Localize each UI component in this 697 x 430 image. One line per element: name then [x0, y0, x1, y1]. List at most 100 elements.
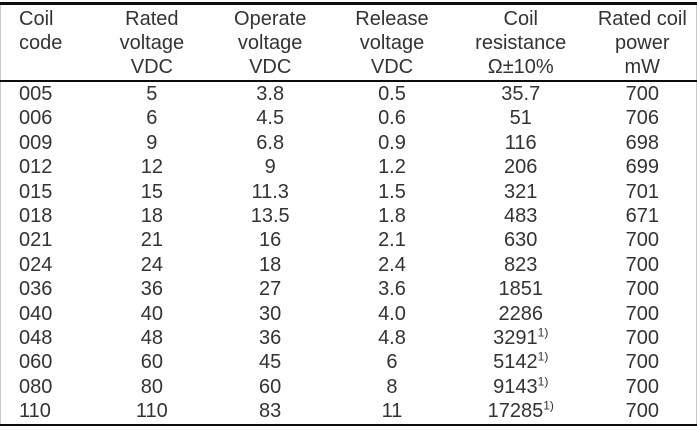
cell-coil-resistance: 823 — [504, 253, 538, 276]
footnote-marker: 1) — [537, 374, 549, 389]
cell-rated-coil-power: 700 — [625, 278, 659, 301]
table-row: 040 40 30 4.0 2286 700 — [1, 302, 697, 326]
cell-rated-coil-power: 700 — [625, 351, 659, 374]
cell-coil-resistance: 2286 — [498, 302, 543, 325]
cell-coil-code: 009 — [19, 131, 53, 154]
cell-rated-coil-power: 671 — [625, 205, 659, 228]
table-row: 060 60 45 6 51421) 700 — [1, 350, 697, 374]
header-line: Ω±10% — [487, 56, 554, 78]
cell-coil-code: 036 — [19, 278, 53, 301]
cell-release-voltage: 2.1 — [378, 229, 406, 252]
cell-coil-resistance: 172851) — [487, 398, 554, 423]
table-row: 005 5 3.8 0.5 35.7 700 — [1, 81, 697, 106]
cell-release-voltage: 1.2 — [378, 156, 406, 179]
header-line: VDC — [249, 56, 292, 78]
table-row: 024 24 18 2.4 823 700 — [1, 253, 697, 277]
column-header-release-voltage: Release voltage VDC — [331, 3, 453, 82]
cell-operate-voltage: 16 — [259, 229, 282, 252]
cell-operate-voltage: 36 — [259, 327, 282, 350]
header-line: Rated coil — [597, 8, 687, 30]
cell-rated-coil-power: 700 — [625, 327, 659, 350]
cell-operate-voltage: 60 — [259, 375, 282, 398]
header-line: code — [19, 32, 63, 54]
table-header: Coil code Rated voltage VDC Operate voltage VD… — [0, 3, 697, 82]
table-row: 015 15 11.3 1.5 321 701 — [1, 180, 697, 204]
cell-release-voltage: 0.6 — [378, 107, 406, 130]
cell-rated-coil-power: 701 — [625, 180, 659, 203]
cell-release-voltage: 4.8 — [378, 327, 406, 350]
header-row: Coil code Rated voltage VDC Operate voltage VD… — [0, 3, 697, 82]
footnote-marker: 1) — [537, 325, 549, 340]
column-header-operate-voltage: Operate voltage VDC — [209, 3, 332, 82]
cell-operate-voltage: 83 — [259, 400, 282, 423]
table-row: 110 110 83 11 172851) 700 — [1, 399, 697, 424]
column-header-rated-voltage: Rated voltage VDC — [94, 3, 210, 82]
cell-rated-coil-power: 700 — [625, 229, 659, 252]
cell-operate-voltage: 3.8 — [256, 83, 285, 105]
column-header-rated-coil-power: Rated coil power mW — [588, 3, 697, 82]
cell-coil-code: 006 — [19, 107, 53, 130]
cell-coil-code: 005 — [19, 83, 53, 105]
cell-rated-voltage: 80 — [140, 375, 163, 398]
table-body: 005 5 3.8 0.5 35.7 700 006 6 4.5 0.6 51 706 009 9 6.8 0… — [1, 81, 697, 425]
cell-rated-voltage: 15 — [140, 180, 163, 203]
cell-rated-voltage: 40 — [140, 302, 163, 325]
cell-rated-coil-power: 700 — [625, 400, 659, 423]
cell-coil-resistance: 32911) — [493, 325, 549, 350]
header-line: voltage — [237, 32, 303, 54]
cell-coil-code: 048 — [19, 327, 53, 350]
cell-coil-code: 040 — [19, 302, 53, 325]
header-line: mW — [624, 56, 661, 78]
table-row: 006 6 4.5 0.6 51 706 — [1, 106, 697, 130]
cell-operate-voltage: 27 — [259, 278, 282, 301]
table-row: 018 18 13.5 1.8 483 671 — [1, 204, 697, 228]
cell-rated-coil-power: 700 — [625, 375, 659, 398]
header-line: Coil — [503, 8, 538, 30]
cell-operate-voltage: 4.5 — [256, 107, 285, 130]
cell-release-voltage: 11 — [381, 400, 403, 423]
cell-release-voltage: 1.5 — [378, 180, 406, 203]
cell-release-voltage: 6 — [386, 351, 398, 374]
cell-coil-resistance: 1851 — [498, 278, 543, 301]
column-header-coil-resistance: Coil resistance Ω±10% — [452, 3, 589, 82]
cell-operate-voltage: 9 — [264, 156, 276, 179]
cell-release-voltage: 4.0 — [378, 302, 406, 325]
cell-rated-coil-power: 699 — [625, 156, 659, 179]
header-line: VDC — [130, 56, 173, 78]
header-line — [19, 55, 94, 79]
cell-release-voltage: 8 — [386, 375, 398, 398]
table-row: 080 80 60 8 91431) 700 — [1, 375, 697, 399]
cell-coil-code: 080 — [19, 375, 53, 398]
cell-coil-code: 012 — [19, 156, 53, 179]
cell-rated-coil-power: 700 — [625, 83, 659, 105]
header-line: Coil — [19, 8, 54, 30]
cell-rated-voltage: 36 — [140, 278, 163, 301]
cell-rated-voltage: 110 — [135, 400, 168, 423]
cell-operate-voltage: 6.8 — [256, 131, 285, 154]
cell-rated-voltage: 18 — [140, 205, 163, 228]
table-row: 009 9 6.8 0.9 116 698 — [1, 131, 697, 155]
cell-coil-code: 015 — [19, 180, 53, 203]
cell-coil-resistance: 51421) — [493, 349, 549, 374]
cell-rated-voltage: 48 — [140, 327, 163, 350]
cell-operate-voltage: 13.5 — [250, 205, 290, 228]
cell-coil-resistance: 51 — [509, 107, 532, 130]
cell-rated-voltage: 12 — [140, 156, 163, 179]
table-row: 012 12 9 1.2 206 699 — [1, 155, 697, 179]
table-row: 021 21 16 2.1 630 700 — [1, 228, 697, 252]
footnote-marker: 1) — [543, 398, 554, 413]
header-line: voltage — [119, 32, 185, 54]
cell-rated-voltage: 9 — [146, 131, 158, 154]
cell-operate-voltage: 30 — [259, 302, 282, 325]
header-line: Rated — [125, 8, 179, 30]
cell-coil-code: 110 — [19, 400, 51, 423]
cell-coil-resistance: 35.7 — [501, 83, 541, 105]
cell-coil-resistance: 91431) — [493, 374, 549, 398]
cell-coil-code: 024 — [19, 253, 53, 276]
header-line: VDC — [370, 56, 414, 78]
cell-coil-resistance: 630 — [504, 229, 538, 252]
cell-release-voltage: 3.6 — [378, 278, 406, 301]
cell-coil-resistance: 116 — [504, 131, 537, 154]
cell-rated-voltage: 24 — [140, 253, 163, 276]
